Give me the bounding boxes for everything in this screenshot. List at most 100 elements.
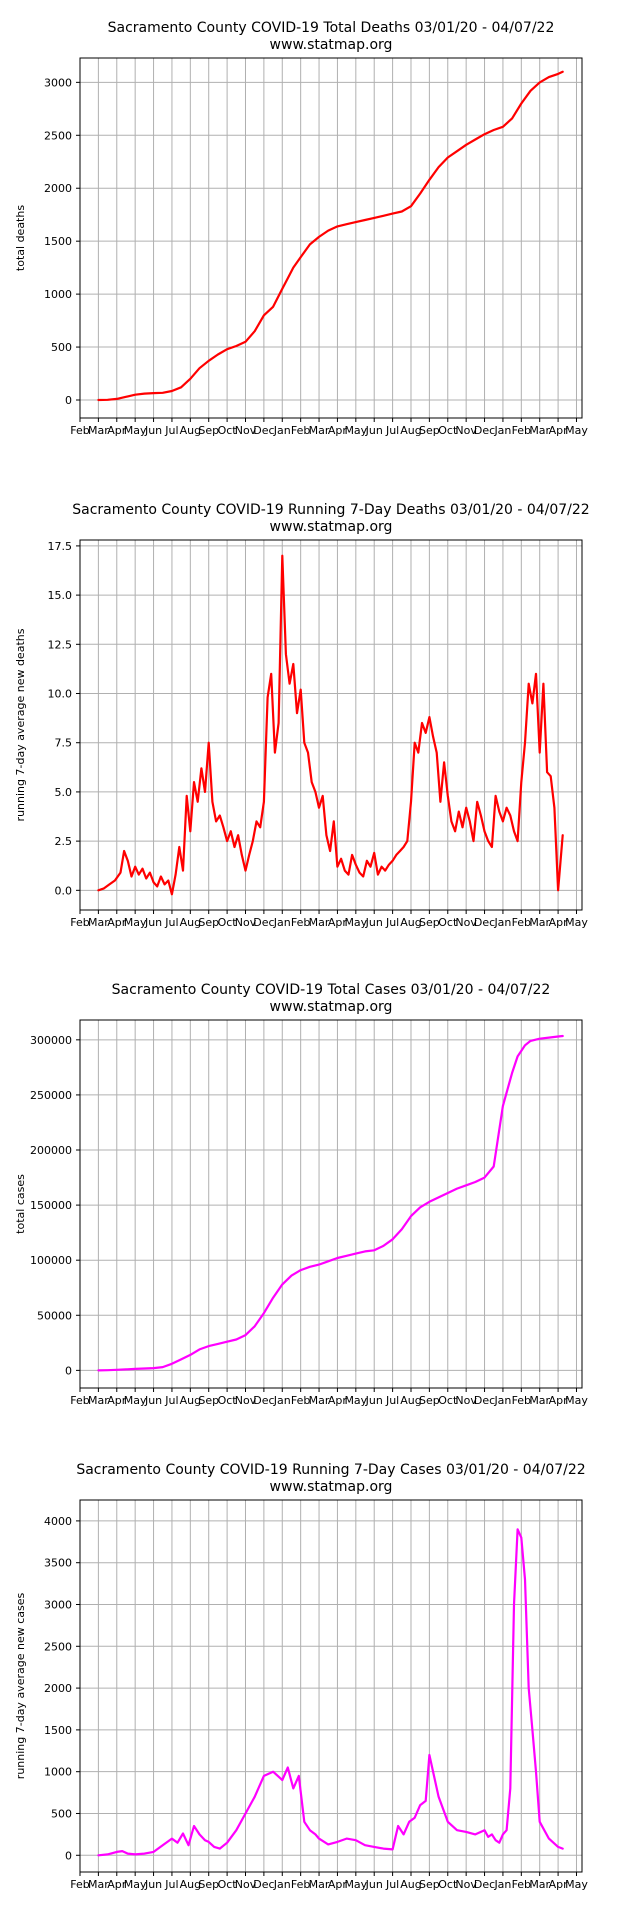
x-tick-label: Oct [218,1394,238,1407]
x-tick-label: Jul [385,1394,399,1407]
x-tick-label: Apr [107,1878,127,1891]
x-tick-label: Aug [400,916,421,929]
x-tick-label: Feb [291,424,310,437]
grid-lines [79,1500,582,1872]
x-tick-label: Dec [474,916,495,929]
y-axis-label: total deaths [14,205,27,271]
x-tick-label: Feb [70,1878,89,1891]
x-tick-label: Feb [291,916,310,929]
x-tick-label: Apr [549,424,569,437]
plot-frame [79,57,583,419]
x-tick-label: Oct [218,424,238,437]
x-tick-label: Jun [144,916,162,929]
chart-subtitle: www.statmap.org [270,1479,393,1495]
x-tick-label: Aug [400,1394,421,1407]
x-tick-label: Jun [365,1394,383,1407]
x-tick-label: Nov [235,916,257,929]
y-tick-label: 1000 [44,288,72,301]
x-tick-label: Jan [493,916,511,929]
x-tick-label: Jul [164,424,178,437]
x-tick-label: Jul [164,1394,178,1407]
x-tick-label: Sep [198,916,219,929]
x-tick-label: May [124,1394,147,1407]
y-tick-label: 2000 [44,1682,72,1695]
x-tick-label: Oct [438,1878,458,1891]
x-tick-label: Jun [144,424,162,437]
x-tick-label: Nov [235,1394,257,1407]
x-tick-label: May [344,916,367,929]
x-tick-label: Mar [309,424,330,437]
x-tick-label: Aug [180,1394,201,1407]
x-tick-label: Dec [253,1878,274,1891]
x-tick-label: Apr [107,424,127,437]
series-line [97,1528,564,1857]
chart-subtitle: www.statmap.org [270,37,393,53]
x-tick-label: Mar [88,1878,109,1891]
x-tick-label: Jul [385,1878,399,1891]
x-tick-label: Jan [493,424,511,437]
y-tick-label: 2.5 [55,835,73,848]
x-tick-label: Apr [107,1394,127,1407]
y-tick-label: 50000 [37,1309,72,1322]
x-tick-label: Feb [512,1878,531,1891]
x-tick-label: Jun [365,1878,383,1891]
x-tick-label: Feb [512,424,531,437]
x-tick-label: Jan [273,1394,291,1407]
x-tick-label: Aug [180,1878,201,1891]
x-tick-label: Feb [512,916,531,929]
y-tick-label: 1500 [44,235,72,248]
y-tick-label: 0 [65,1364,72,1377]
y-tick-label: 7.5 [55,737,73,750]
x-tick-label: Jun [144,1878,162,1891]
x-tick-label: Mar [529,916,550,929]
y-tick-label: 500 [51,1807,72,1820]
x-tick-label: Dec [253,916,274,929]
x-tick-label: May [124,916,147,929]
y-axis-label: running 7-day average new deaths [14,628,27,821]
x-tick-label: Sep [198,424,219,437]
x-tick-label: Dec [253,424,274,437]
y-tick-label: 2500 [44,1640,72,1653]
y-tick-label: 500 [51,341,72,354]
y-tick-label: 3500 [44,1557,72,1570]
x-tick-label: Sep [419,1878,440,1891]
x-tick-label: Jul [385,424,399,437]
x-tick-label: Dec [474,1878,495,1891]
x-tick-label: Jan [273,424,291,437]
x-tick-label: Oct [218,1878,238,1891]
y-tick-label: 150000 [30,1199,72,1212]
x-tick-label: Oct [218,916,238,929]
plot-frame [79,1019,583,1389]
x-tick-label: Mar [529,1394,550,1407]
y-tick-label: 0 [65,394,72,407]
x-tick-label: Apr [549,916,569,929]
y-axis-label: running 7-day average new cases [14,1593,27,1780]
y-tick-label: 4000 [44,1515,72,1528]
x-tick-label: Nov [455,916,477,929]
x-tick-label: Mar [529,1878,550,1891]
y-tick-label: 3000 [44,76,72,89]
x-tick-label: Feb [70,1394,89,1407]
y-tick-label: 1000 [44,1766,72,1779]
y-tick-label: 2500 [44,129,72,142]
x-tick-label: Apr [549,1878,569,1891]
x-tick-label: Jan [273,1878,291,1891]
y-tick-label: 1500 [44,1724,72,1737]
x-tick-label: Aug [400,424,421,437]
x-tick-label: Mar [309,916,330,929]
x-tick-label: Jun [365,916,383,929]
x-tick-label: May [124,1878,147,1891]
x-tick-label: May [565,424,588,437]
x-tick-label: Aug [180,424,201,437]
grid-lines [79,540,582,910]
chart-title: Sacramento County COVID-19 Total Cases 0… [112,982,551,998]
x-tick-label: Jun [144,1394,162,1407]
y-tick-label: 10.0 [48,688,73,701]
x-tick-label: Mar [88,916,109,929]
x-tick-label: Apr [328,1394,348,1407]
x-tick-label: Apr [549,1394,569,1407]
x-tick-label: Sep [198,1878,219,1891]
chart-3: Sacramento County COVID-19 Total Cases 0… [14,982,588,1407]
x-tick-label: Apr [328,1878,348,1891]
